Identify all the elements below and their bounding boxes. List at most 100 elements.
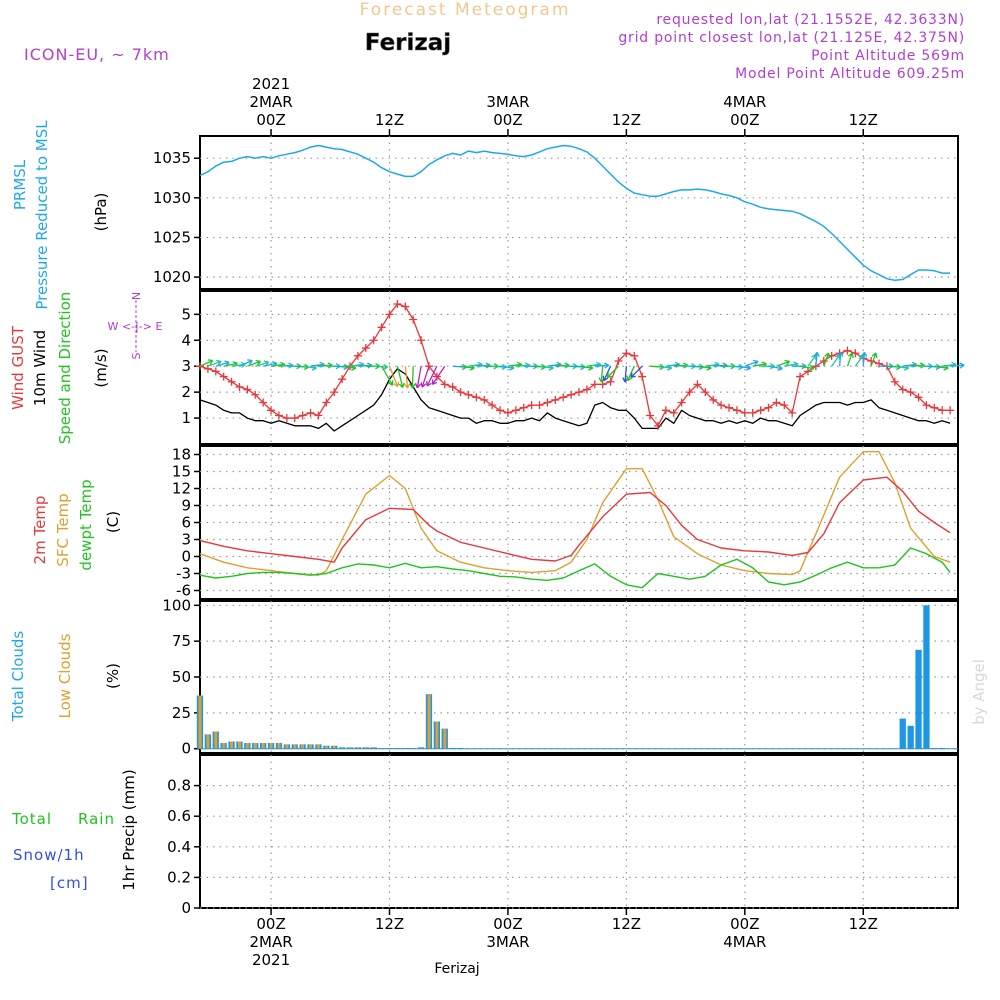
gust-marker [456, 388, 465, 397]
wind-direction-arrow [942, 361, 957, 368]
cloud-unit-label: (%) [104, 663, 122, 689]
precip-ytick-label: 0.2 [167, 868, 191, 886]
wind-unit-label: (m/s) [92, 348, 110, 387]
gust-marker [575, 388, 583, 397]
wind-direction-arrow [665, 361, 681, 368]
gust-marker [353, 351, 362, 360]
gust-marker [772, 398, 781, 407]
low-cloud-bar [332, 745, 336, 749]
low-cloud-bar [301, 744, 305, 749]
gust-marker [235, 382, 244, 391]
gust-marker [551, 395, 560, 404]
gust-marker [417, 336, 426, 345]
low-cloud-bar [293, 744, 297, 749]
gust-marker [401, 302, 410, 311]
gust-label: Wind GUST [9, 325, 27, 410]
wind-direction-arrow [199, 359, 214, 367]
wind-direction-arrow [606, 365, 619, 379]
gust-marker [243, 385, 252, 394]
gust-marker [409, 315, 418, 324]
wind-direction-arrow [799, 364, 815, 372]
wind-direction-arrow [468, 361, 483, 368]
low-cloud-bar [316, 744, 320, 749]
sfc-temp-line [199, 451, 951, 576]
temp-ytick-label: 0 [181, 548, 191, 566]
cloud-ytick-label: 0 [181, 740, 191, 758]
gust-marker [567, 390, 576, 399]
gust-marker [630, 351, 639, 360]
gust-marker [890, 377, 899, 386]
gust-marker [267, 406, 276, 415]
gust-marker [646, 411, 655, 420]
total-cloud-bar [899, 718, 906, 749]
snow-label: Snow/1h [13, 846, 85, 864]
credit-watermark: by Angel [970, 659, 988, 725]
gust-marker [693, 380, 702, 389]
gust-marker [306, 408, 315, 417]
pressure-line [199, 144, 951, 282]
model-altitude: Model Point Altitude 609.25m [735, 66, 965, 82]
temp-ytick-label: 6 [181, 514, 191, 532]
prmsl-label: PRMSL [11, 159, 29, 210]
gust-marker [614, 357, 623, 366]
wind-direction-arrow [586, 361, 602, 368]
wind-ytick-label: 5 [181, 305, 191, 323]
temp-ytick-label: 12 [172, 480, 191, 498]
bottom-time-label: 12Z [612, 915, 641, 933]
gust-marker [535, 401, 544, 410]
gust-marker [227, 377, 236, 386]
gust-marker [898, 385, 907, 394]
gust-marker [946, 406, 955, 415]
gust-marker [606, 377, 615, 386]
sfctemp-label: SFC Temp [54, 493, 72, 566]
gust-marker [867, 357, 876, 366]
gust-marker [219, 372, 228, 381]
low-clouds-label: Low Clouds [56, 633, 74, 718]
low-cloud-bar [309, 744, 312, 749]
top-time-label: 00Z [493, 111, 522, 129]
wind-direction-arrow [431, 365, 446, 385]
wind-direction-arrow [630, 365, 643, 379]
gust-marker [906, 388, 915, 397]
wind-direction-arrow [247, 359, 262, 367]
wind-direction-arrow [744, 359, 759, 367]
precip-frame [199, 754, 959, 909]
top-time-label: 4MAR [723, 93, 766, 111]
pressure-ytick-label: 1020 [153, 268, 191, 286]
pressure-ytick-label: 1030 [153, 189, 191, 207]
gust-marker [622, 349, 631, 358]
gust-marker [669, 408, 678, 417]
gust-marker [756, 406, 765, 415]
cloud-labels: Total Clouds Low Clouds (%) [9, 631, 122, 723]
gust-marker [559, 393, 568, 402]
temp-unit-label: (C) [104, 511, 122, 533]
gust-marker [274, 411, 283, 420]
low-cloud-bar [245, 743, 249, 749]
gust-marker [914, 393, 923, 402]
wind-direction-arrow [507, 361, 523, 368]
precip-ytick-label: 0.6 [167, 807, 191, 825]
snow-unit-label: [cm] [50, 874, 89, 892]
wind-direction-arrow [396, 366, 405, 388]
gust-marker [677, 398, 686, 407]
gust-marker [780, 401, 789, 410]
gust-marker [582, 385, 591, 394]
low-cloud-bar [206, 734, 210, 749]
wind-ytick-label: 3 [181, 357, 191, 375]
wind-direction-arrow [813, 351, 820, 367]
dewpt-line [199, 547, 951, 589]
bottom-time-label: 12Z [849, 915, 878, 933]
cloud-panel: 0 25 50 75 100 [162, 596, 959, 758]
gust-marker [472, 393, 481, 402]
top-time-label: 12Z [849, 111, 878, 129]
low-cloud-bar [372, 747, 376, 749]
gust-marker [764, 403, 773, 412]
gust-marker [377, 323, 386, 332]
temp-ytick-label: -3 [176, 565, 191, 583]
compass-we: W <-|-> E [108, 320, 163, 333]
gust-marker [361, 344, 370, 353]
top-time-label: 00Z [256, 111, 285, 129]
dewpt-label: dewpt Temp [77, 479, 95, 570]
low-cloud-bar [427, 694, 431, 749]
rain-label: Rain [78, 810, 115, 828]
